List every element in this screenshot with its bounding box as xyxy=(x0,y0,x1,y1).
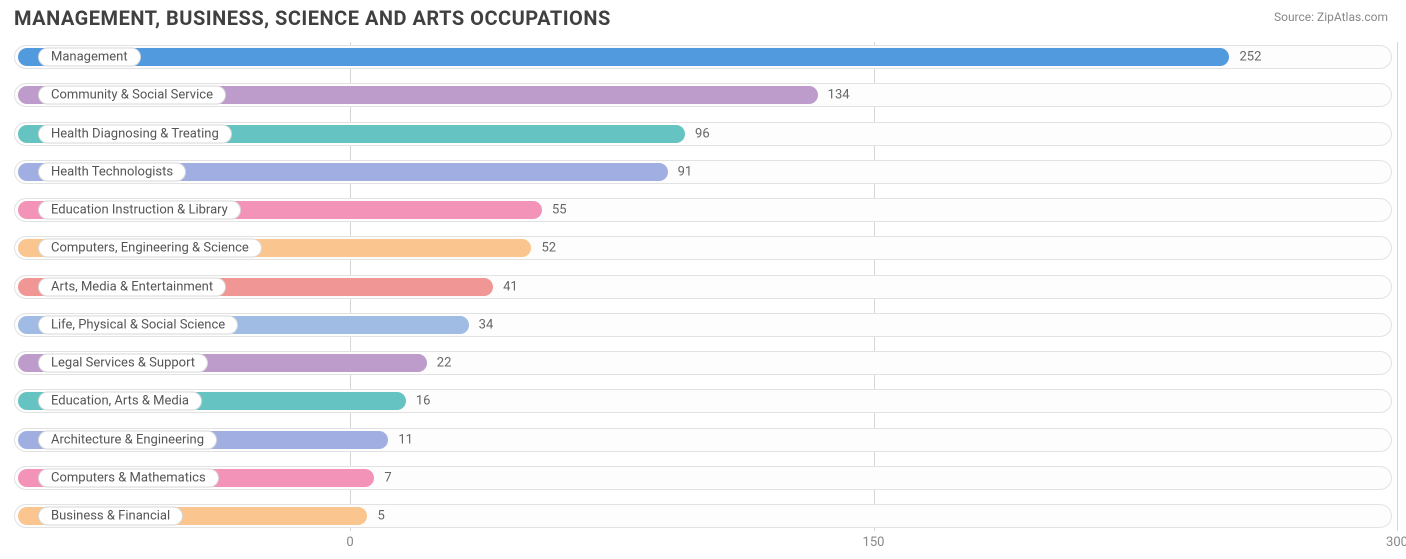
bar-row: Architecture & Engineering 11 xyxy=(14,425,1392,455)
bar-row: Arts, Media & Entertainment 41 xyxy=(14,272,1392,302)
bar-label: Health Diagnosing & Treating xyxy=(38,124,232,143)
bar-row: Health Diagnosing & Treating 96 xyxy=(14,119,1392,149)
chart-title: MANAGEMENT, BUSINESS, SCIENCE AND ARTS O… xyxy=(14,6,611,30)
bar-label: Community & Social Service xyxy=(38,86,226,105)
bar-label: Health Technologists xyxy=(38,162,186,181)
bar-value: 16 xyxy=(416,394,431,409)
bar-row: Life, Physical & Social Science 34 xyxy=(14,310,1392,340)
bar-row: Community & Social Service 134 xyxy=(14,80,1392,110)
bar-label: Business & Financial xyxy=(38,507,183,526)
bar-value: 134 xyxy=(828,88,850,103)
bar-row: Computers & Mathematics 7 xyxy=(14,463,1392,493)
axis-tick-label: 150 xyxy=(863,535,885,550)
axis-tick-label: 300 xyxy=(1386,535,1406,550)
bar-label: Management xyxy=(38,48,141,67)
bar-value: 91 xyxy=(678,164,693,179)
bar-value: 96 xyxy=(695,126,710,141)
bar-label: Arts, Media & Entertainment xyxy=(38,277,226,296)
source-name: ZipAtlas.com xyxy=(1317,10,1388,24)
x-axis-labels: 0150300 xyxy=(14,535,1392,553)
bar-label: Education, Arts & Media xyxy=(38,392,202,411)
bar-value: 7 xyxy=(384,470,391,485)
bar-row: Management 252 xyxy=(14,42,1392,72)
bar-row: Health Technologists 91 xyxy=(14,157,1392,187)
bar-value: 5 xyxy=(377,509,384,524)
bar-fill xyxy=(18,48,1229,66)
bar-row: Education, Arts & Media 16 xyxy=(14,386,1392,416)
bar-label: Life, Physical & Social Science xyxy=(38,315,238,334)
chart-area: Management 252 Community & Social Service 1… xyxy=(14,42,1392,531)
bar-label: Computers, Engineering & Science xyxy=(38,239,262,258)
bar-label: Computers & Mathematics xyxy=(38,468,219,487)
bar-value: 52 xyxy=(541,241,556,256)
gridline xyxy=(1397,42,1398,531)
bar-value: 41 xyxy=(503,279,518,294)
bar-row: Computers, Engineering & Science 52 xyxy=(14,233,1392,263)
bar-value: 55 xyxy=(552,203,567,218)
bar-label: Education Instruction & Library xyxy=(38,201,241,220)
bar-row: Business & Financial 5 xyxy=(14,501,1392,531)
bar-value: 22 xyxy=(437,356,452,371)
bar-label: Architecture & Engineering xyxy=(38,430,217,449)
bar-row: Legal Services & Support 22 xyxy=(14,348,1392,378)
bars-container: Management 252 Community & Social Service 1… xyxy=(14,42,1392,531)
source-prefix: Source: xyxy=(1274,10,1317,24)
bar-value: 34 xyxy=(479,317,494,332)
chart-source: Source: ZipAtlas.com xyxy=(1274,10,1388,24)
axis-tick-label: 0 xyxy=(346,535,353,550)
bar-row: Education Instruction & Library 55 xyxy=(14,195,1392,225)
bar-label: Legal Services & Support xyxy=(38,354,208,373)
bar-value: 252 xyxy=(1239,50,1261,65)
bar-value: 11 xyxy=(398,432,413,447)
